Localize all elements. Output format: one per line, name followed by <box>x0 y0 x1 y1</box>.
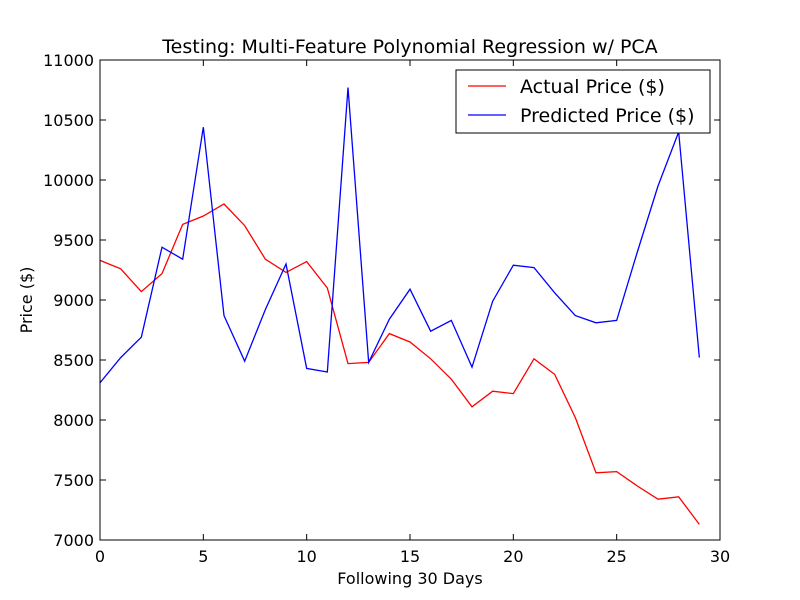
x-tick-label: 5 <box>198 547 208 566</box>
y-tick-label: 11000 <box>43 51 94 70</box>
chart-title: Testing: Multi-Feature Polynomial Regres… <box>161 36 657 58</box>
legend-label-predicted: Predicted Price ($) <box>520 105 695 127</box>
x-tick-label: 25 <box>606 547 626 566</box>
series-line-actual <box>99 203 700 525</box>
x-tick-label: 30 <box>710 547 730 566</box>
series-lines <box>99 87 700 525</box>
y-tick-label: 7000 <box>53 531 94 550</box>
y-tick-label: 10500 <box>43 111 94 130</box>
y-tick-label: 9000 <box>53 291 94 310</box>
legend-label-actual: Actual Price ($) <box>520 76 665 98</box>
series-line-predicted <box>99 87 700 384</box>
legend-box <box>455 69 711 134</box>
x-axis-label: Following 30 Days <box>337 569 482 588</box>
y-tick-label: 7500 <box>53 471 94 490</box>
y-tick-label: 10000 <box>43 171 94 190</box>
x-tick-label: 10 <box>296 547 316 566</box>
plot-frame <box>99 59 721 541</box>
axis-ticks: 0 5 10 15 20 25 30 7000 7500 8000 8500 9000 9500 1000… <box>43 51 730 566</box>
y-tick-label: 9500 <box>53 231 94 250</box>
x-tick-label: 20 <box>503 547 523 566</box>
x-tick-label: 15 <box>400 547 420 566</box>
y-tick-label: 8500 <box>53 351 94 370</box>
y-axis-label: Price ($) <box>17 267 36 334</box>
legend: Actual Price ($) Predicted Price ($) <box>455 69 711 134</box>
y-tick-label: 8000 <box>53 411 94 430</box>
x-tick-label: 0 <box>95 547 105 566</box>
